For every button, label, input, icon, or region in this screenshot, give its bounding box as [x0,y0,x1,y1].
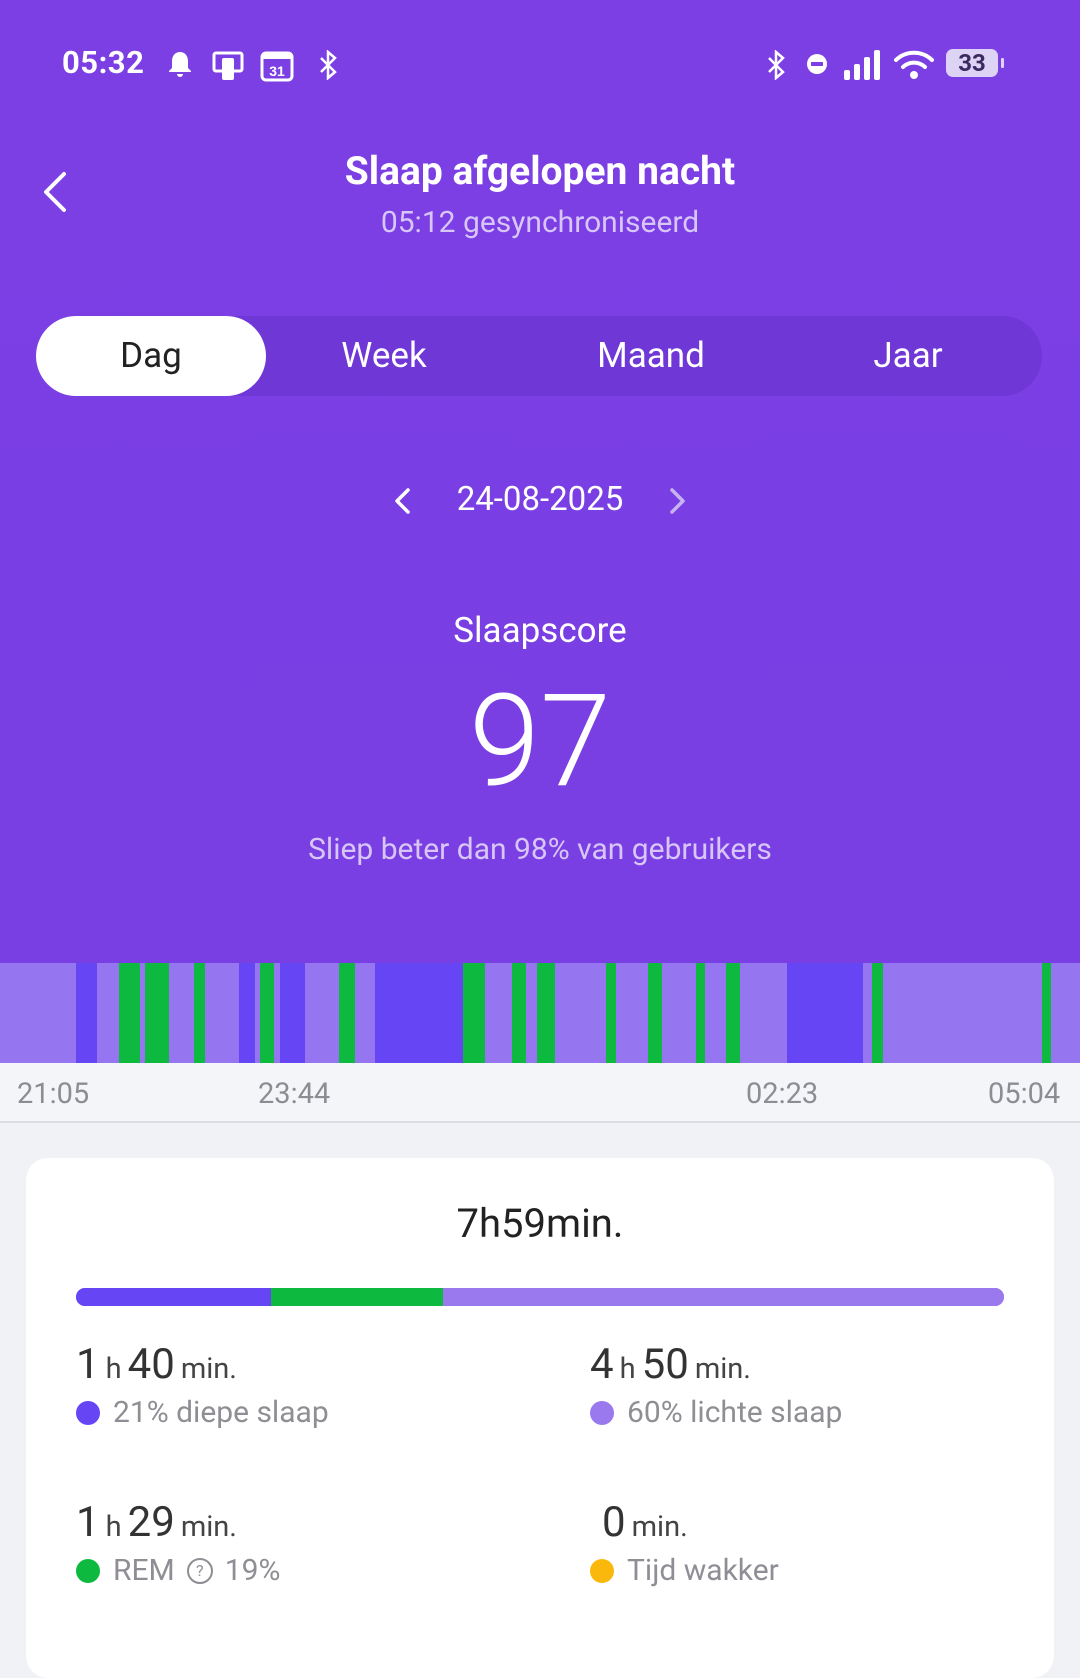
deep-sleep-segment [786,963,863,1063]
minutes-value: 0 [602,1498,626,1547]
rem-segment [648,963,662,1063]
deep-sleep-segment [374,963,463,1063]
rem-segment [512,963,527,1063]
phone-link-icon [212,51,244,80]
deep-sleep-stat: 1 h 40 min. 21% diepe slaap [76,1340,516,1430]
sleep-score: 97 [469,667,611,817]
time-tick: 05:04 [988,1077,1061,1111]
rem-segment [118,963,140,1063]
stat-label: 21% diepe slaap [113,1395,329,1430]
rem-segment [462,963,485,1063]
deep-proportion [76,1288,271,1306]
next-day-icon[interactable] [662,486,692,516]
rem-segment [145,963,170,1063]
back-icon[interactable] [36,170,80,214]
hours-unit: h [105,1510,122,1544]
light-sleep-dot [590,1400,614,1425]
status-time: 05:32 [62,44,145,81]
hours-value: 1 [76,1498,100,1547]
rem-segment [872,963,883,1063]
rem-segment [726,963,741,1063]
score-comparison: Sliep beter dan 98% van gebruikers [308,832,772,867]
minutes-unit: min. [180,1510,237,1544]
awake-time-stat: 0 min. Tijd wakker [590,1498,1030,1588]
stat-label: Tijd wakker [627,1553,779,1588]
hours-unit: h [105,1352,122,1386]
rem-segment [260,963,275,1063]
minutes-unit: min. [694,1352,751,1386]
previous-day-icon[interactable] [388,486,418,516]
minutes-value: 50 [641,1340,689,1389]
time-tick: 21:05 [17,1077,90,1111]
calendar-day: 31 [269,63,285,79]
time-tick: 02:23 [746,1077,819,1111]
deep-sleep-segment [279,963,305,1063]
period-tabs: Dag Week Maand Jaar [36,316,1042,396]
tab-jaar[interactable]: Jaar [873,335,943,376]
bluetooth-icon [768,50,785,80]
tab-dag[interactable]: Dag [36,316,266,396]
stage-proportion-bar [76,1288,1004,1306]
wifi-icon [894,50,934,79]
rem-dot [76,1558,100,1583]
sleep-stage-chart[interactable] [0,963,1080,1063]
hours-unit: h [619,1352,636,1386]
hours-value: 4 [590,1340,614,1389]
hours-value: 1 [76,1340,100,1389]
rem-sleep-stat: 1 h 29 min. REM? 19% [76,1498,516,1588]
page-title: Slaap afgelopen nacht [344,148,736,194]
help-icon[interactable]: ? [186,1557,213,1584]
light-sleep-stat: 4 h 50 min. 60% lichte slaap [590,1340,1030,1430]
stat-label: 60% lichte slaap [627,1395,843,1430]
dnd-icon [807,54,827,74]
minutes-unit: min. [631,1510,688,1544]
minutes-value: 29 [127,1498,175,1547]
rem-segment [536,963,555,1063]
rem-proportion [270,1288,443,1306]
minutes-value: 40 [127,1340,175,1389]
status-bar: 05:32 31 [0,40,1080,90]
awake-dot [590,1558,614,1583]
rem-segment [1041,963,1052,1063]
deep-sleep-dot [76,1400,100,1425]
time-axis: 21:05 23:44 02:23 05:04 [0,1063,1080,1123]
stat-percentage: 19% [224,1553,281,1588]
rem-segment [193,963,206,1063]
calendar-icon: 31 [260,51,294,82]
time-tick: 23:44 [258,1077,331,1111]
total-sleep-duration: 7h59min. [456,1200,624,1247]
tab-maand[interactable]: Maand [597,335,705,376]
date-navigator: 24-08-2025 [0,470,1080,530]
current-date: 24-08-2025 [456,480,624,519]
rem-segment [338,963,355,1063]
battery-icon: 33 [946,49,1004,77]
minutes-unit: min. [180,1352,237,1386]
signal-icon [844,50,880,80]
rem-segment [695,963,706,1063]
sleep-summary-card: 7h59min. 1 h 40 min. 21% diepe slaap 4 h 50 mi… [26,1158,1054,1678]
score-label: Slaapscore [453,610,627,651]
light-proportion [442,1288,1004,1306]
header: 05:32 31 [0,0,1080,963]
rem-segment [605,963,617,1063]
deep-sleep-segment [76,963,98,1063]
deep-sleep-segment [239,963,256,1063]
stat-label: REM [113,1553,175,1588]
bell-icon [169,52,191,77]
bluetooth-icon [320,50,337,80]
tab-week[interactable]: Week [341,335,427,376]
sync-status: 05:12 gesynchroniseerd [380,205,700,240]
